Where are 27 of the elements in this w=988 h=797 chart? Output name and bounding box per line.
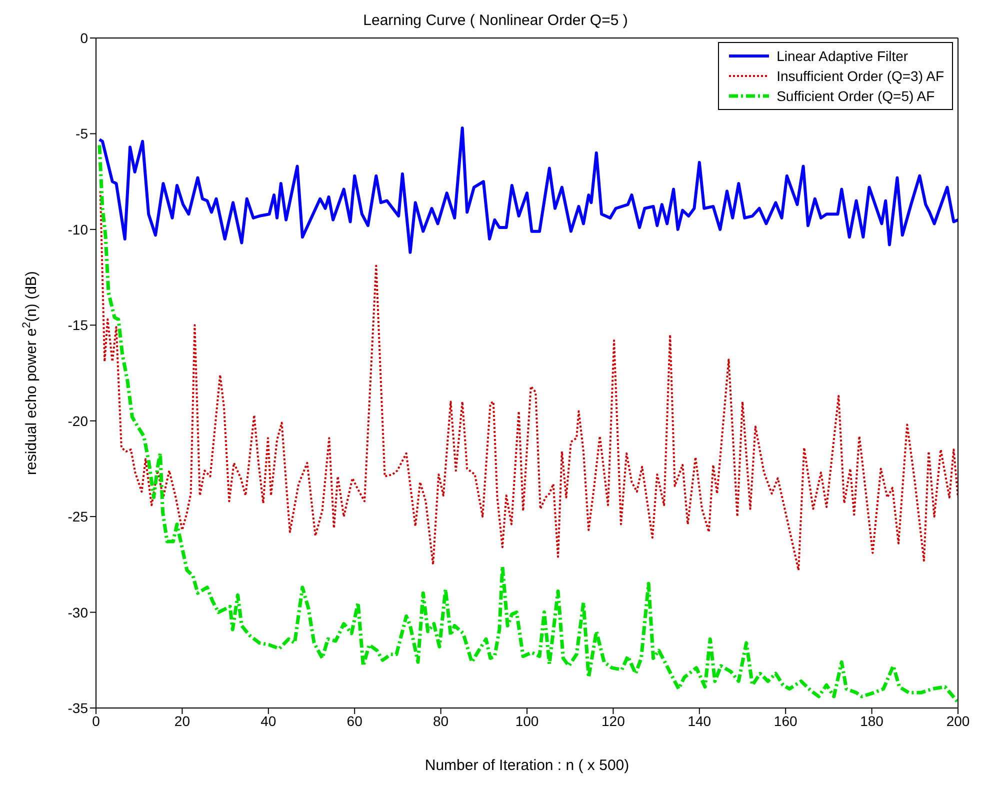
legend-label: Insufficient Order (Q=3) AF	[776, 68, 944, 84]
x-tick-label: 20	[174, 712, 190, 729]
x-tick-label: 140	[688, 712, 712, 729]
legend-label: Sufficient Order (Q=5) AF	[776, 88, 935, 104]
x-tick-label: 200	[946, 712, 970, 729]
y-tick-label: 0	[80, 30, 88, 46]
x-tick-label: 160	[774, 712, 798, 729]
y-tick-label: -35	[68, 700, 88, 716]
legend-label: Linear Adaptive Filter	[776, 48, 908, 64]
x-tick-label: 180	[860, 712, 884, 729]
y-tick-label: -15	[68, 317, 88, 334]
y-tick-label: -5	[76, 126, 88, 142]
x-tick-label: 120	[602, 712, 626, 729]
x-tick-label: 100	[515, 712, 539, 729]
line-series	[98, 143, 958, 704]
y-tick-label: -30	[68, 604, 88, 620]
chart-title: Learning Curve ( Nonlinear Order Q=5 )	[362, 12, 629, 29]
y-tick-label: -20	[68, 412, 88, 429]
x-axis-title: Number of Iteration : n ( x 500)	[424, 757, 630, 774]
x-tick-label: 60	[346, 712, 363, 729]
line-series	[98, 126, 958, 254]
x-tick-label: 40	[260, 712, 276, 729]
y-tick-label: -10	[68, 221, 88, 238]
y-tick-label: -25	[68, 508, 88, 525]
line-series	[99, 190, 958, 572]
x-tick-label: 0	[92, 712, 100, 729]
x-tick-label: 80	[433, 712, 449, 729]
